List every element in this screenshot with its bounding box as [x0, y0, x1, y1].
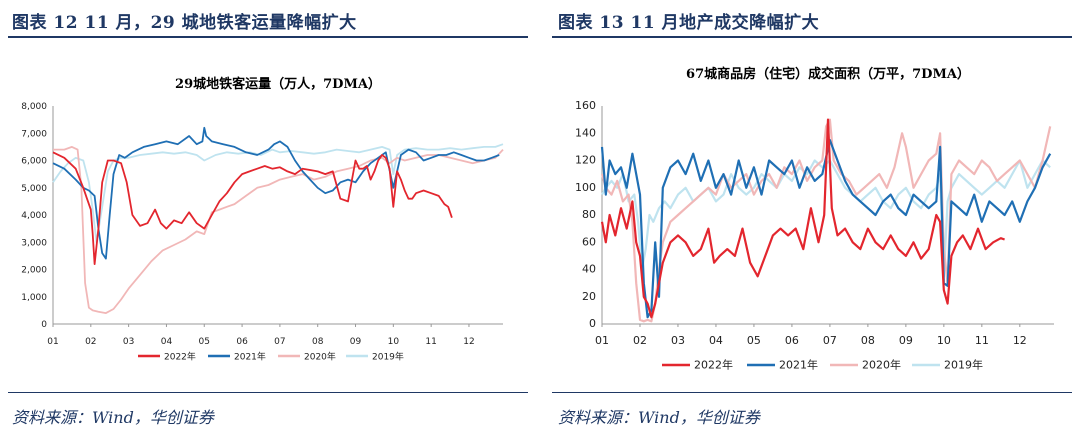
series-line-2022	[600, 118, 1005, 319]
x-tick-label: 10	[388, 337, 400, 347]
x-tick-label: 08	[312, 337, 324, 347]
left-panel-heading: 图表 12 11 月，29 城地铁客运量降幅扩大	[12, 13, 357, 33]
y-tick-label: 0	[41, 320, 47, 330]
right-panel-heading: 图表 13 11 月地产成交降幅扩大	[558, 13, 820, 33]
x-tick-label: 06	[785, 334, 799, 347]
right-source-note: 资料来源：Wind，华创证券	[558, 408, 760, 427]
x-tick-label: 05	[747, 334, 761, 347]
x-tick-label: 12	[1013, 334, 1027, 347]
legend-label: 2022年	[164, 351, 196, 363]
x-tick-label: 09	[350, 337, 362, 347]
x-tick-label: 03	[123, 337, 134, 347]
y-tick-label: 120	[575, 154, 596, 167]
series-line-2021	[52, 126, 500, 260]
y-tick-label: 5,000	[21, 184, 47, 194]
y-tick-label: 7,000	[21, 129, 47, 139]
x-tick-label: 09	[899, 334, 913, 347]
y-tick-label: 0	[589, 317, 596, 330]
x-tick-label: 07	[823, 334, 837, 347]
x-tick-label: 10	[937, 334, 951, 347]
legend-label: 2022年	[694, 358, 733, 372]
legend-label: 2021年	[779, 358, 818, 372]
legend-label: 2021年	[234, 351, 266, 363]
left-source-note: 资料来源：Wind，华创证券	[12, 408, 214, 427]
x-tick-label: 11	[975, 334, 989, 347]
right-heading-rule	[552, 36, 1072, 38]
left-source-rule	[8, 392, 528, 393]
y-tick-label: 100	[575, 181, 596, 194]
chart-title: 67城商品房（住宅）成交面积（万平，7DMA）	[686, 66, 970, 82]
legend-label: 2020年	[862, 358, 901, 372]
y-tick-label: 140	[575, 126, 596, 139]
housing-sales-chart: 67城商品房（住宅）成交面积（万平，7DMA）02040608010012014…	[575, 66, 1054, 372]
y-tick-label: 60	[582, 235, 596, 248]
x-tick-label: 08	[861, 334, 875, 347]
y-tick-label: 40	[582, 263, 596, 276]
y-tick-label: 80	[582, 208, 596, 221]
x-tick-label: 12	[463, 337, 474, 347]
x-tick-label: 11	[425, 337, 436, 347]
right-source-rule	[552, 392, 1072, 393]
x-tick-label: 01	[595, 334, 609, 347]
y-tick-label: 1,000	[21, 293, 47, 303]
series-line-2019	[52, 143, 504, 244]
x-tick-label: 06	[236, 337, 248, 347]
x-tick-label: 03	[671, 334, 685, 347]
series-line-2019	[601, 159, 1051, 278]
metro-ridership-chart: 29城地铁客运量（万人，7DMA） 0 1,000 2,000 3,000 4,000 5,…	[21, 76, 504, 363]
legend-label: 2019年	[372, 351, 404, 363]
x-tick-label: 01	[47, 337, 58, 347]
y-tick-label: 6,000	[21, 157, 47, 167]
x-tick-label: 02	[633, 334, 647, 347]
y-tick-label: 20	[582, 290, 596, 303]
series-line-2021	[600, 138, 1052, 319]
x-tick-label: 07	[274, 337, 285, 347]
legend-label: 2019年	[944, 358, 983, 372]
series-line-2020	[53, 146, 504, 315]
y-tick-label: 160	[575, 99, 596, 112]
chart-title: 29城地铁客运量（万人，7DMA）	[175, 76, 381, 92]
x-tick-label: 04	[709, 334, 723, 347]
series-line-2022	[52, 151, 453, 266]
legend-label: 2020年	[304, 351, 336, 363]
left-heading-rule	[8, 36, 528, 38]
y-tick-label: 3,000	[21, 238, 47, 248]
x-tick-label: 04	[161, 337, 173, 347]
y-tick-label: 4,000	[21, 211, 47, 221]
x-tick-label: 02	[85, 337, 96, 347]
x-tick-label: 05	[199, 337, 210, 347]
y-tick-label: 2,000	[21, 266, 47, 276]
y-tick-label: 8,000	[21, 102, 47, 112]
